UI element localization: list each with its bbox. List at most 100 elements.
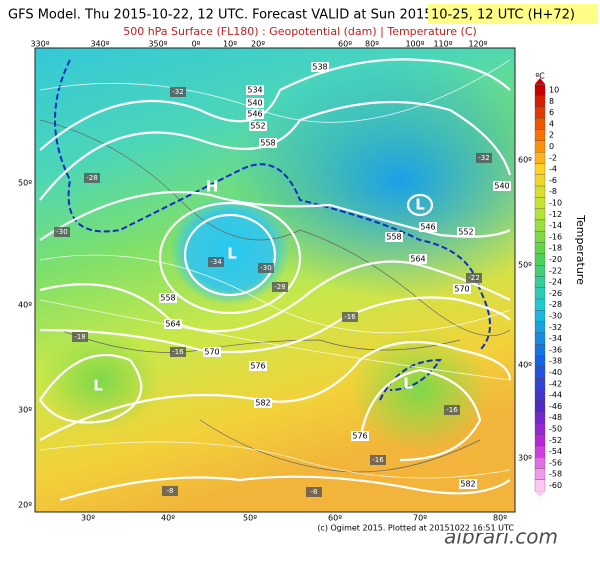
temperature-label-bg bbox=[466, 273, 482, 283]
contour-label-bg bbox=[249, 121, 267, 131]
map-frame bbox=[34, 47, 516, 513]
lon-label: 120º bbox=[468, 40, 487, 49]
lon-label: 50º bbox=[243, 514, 257, 523]
colorbar-label: 2 bbox=[549, 131, 554, 140]
contour-label-bg bbox=[419, 222, 437, 232]
contour-label: 538 bbox=[312, 63, 327, 72]
contour-label-bg bbox=[385, 232, 403, 242]
lat-label: 60º bbox=[518, 156, 532, 165]
colorbar-cell bbox=[534, 219, 546, 232]
colorbar-label: -6 bbox=[549, 176, 557, 185]
colorbar-label: -42 bbox=[549, 379, 562, 388]
colorbar-cell bbox=[534, 253, 546, 266]
colorbar-cell bbox=[534, 321, 546, 334]
colorbar-cell bbox=[534, 423, 546, 435]
contour-label: 582 bbox=[460, 480, 475, 489]
colorbar-cell bbox=[534, 298, 546, 311]
colorbar-cell bbox=[534, 468, 546, 480]
pressure-center: L bbox=[227, 245, 237, 263]
temperature-label-bg bbox=[370, 455, 386, 465]
colorbar-cell bbox=[534, 287, 546, 300]
colorbar-label: 4 bbox=[549, 119, 554, 128]
credit-bg bbox=[312, 522, 516, 533]
lon-label: 60º bbox=[338, 40, 352, 49]
colorbar-arrow bbox=[535, 78, 545, 84]
title: GFS Model. Thu 2015-10-22, 12 UTC. Forec… bbox=[8, 8, 438, 23]
colorbar-label: -24 bbox=[549, 278, 562, 287]
temperature-label: -16 bbox=[172, 348, 184, 356]
colorbar-cell bbox=[534, 151, 546, 164]
colorbar-label: -8 bbox=[549, 187, 557, 196]
contour-label-bg bbox=[159, 293, 177, 303]
temperature-label-bg bbox=[162, 486, 178, 496]
colorbar-cell bbox=[534, 163, 546, 175]
colorbar-label: -4 bbox=[549, 165, 557, 174]
lon-label: 100º bbox=[405, 40, 424, 49]
colorbar-label: -38 bbox=[549, 357, 562, 366]
temperature-label-bg bbox=[208, 257, 224, 267]
colorbar-label: -60 bbox=[549, 481, 562, 490]
colorbar-label: 0 bbox=[549, 142, 554, 151]
lat-label: 50º bbox=[518, 261, 532, 270]
contour-label: 540 bbox=[247, 99, 262, 108]
temperature-label-bg bbox=[54, 227, 70, 237]
lon-label: 30º bbox=[81, 514, 95, 523]
temperature-label-bg bbox=[170, 347, 186, 357]
colorbar-cell bbox=[534, 197, 546, 209]
temperature-label: -34 bbox=[210, 258, 222, 266]
colorbar-label: -32 bbox=[549, 323, 562, 332]
contour-label: 564 bbox=[410, 255, 425, 264]
contour-label: 570 bbox=[204, 348, 219, 357]
temperature-label-bg bbox=[306, 487, 322, 497]
pressure-center: H bbox=[206, 178, 219, 196]
contour-label-bg bbox=[246, 109, 264, 119]
colorbar-cell bbox=[534, 106, 546, 119]
colorbar-cell bbox=[534, 231, 546, 243]
temperature-label: -16 bbox=[372, 456, 384, 464]
lat-label: 50º bbox=[18, 179, 32, 188]
colorbar-cell bbox=[534, 366, 546, 379]
colorbar-label: -40 bbox=[549, 368, 562, 377]
colorbar-label: -50 bbox=[549, 425, 562, 434]
colorbar-label: -20 bbox=[549, 255, 562, 264]
lat-label: 30º bbox=[18, 406, 32, 415]
colorbar-label: -28 bbox=[549, 300, 562, 309]
credit: (c) Ogimet 2015. Plotted at 20151022 16:… bbox=[317, 524, 514, 533]
lat-label: 40º bbox=[518, 361, 532, 370]
lon-label: 340º bbox=[90, 40, 109, 49]
colorbar-cell bbox=[534, 129, 546, 142]
colorbar-label: -30 bbox=[549, 312, 562, 321]
temperature-label: -28 bbox=[86, 174, 97, 182]
temperature-label: -30 bbox=[56, 228, 67, 236]
contour-label: 552 bbox=[458, 228, 473, 237]
colorbar-cell bbox=[534, 84, 546, 96]
colorbar-label: -16 bbox=[549, 232, 562, 241]
contour-label-bg bbox=[164, 319, 182, 329]
colorbar-label: -54 bbox=[549, 447, 562, 456]
temperature-label-bg bbox=[342, 312, 358, 322]
colorbar-cell bbox=[534, 457, 546, 469]
colorbar-label: -22 bbox=[549, 266, 562, 275]
temperature-label: -22 bbox=[468, 274, 479, 282]
lon-label: 80º bbox=[493, 514, 507, 523]
lat-label: 40º bbox=[18, 301, 32, 310]
lon-label: 40º bbox=[161, 514, 175, 523]
colorbar-label: -34 bbox=[549, 334, 562, 343]
colorbar-cell bbox=[534, 140, 546, 153]
lon-label: 70º bbox=[413, 514, 427, 523]
lon-label: 80º bbox=[365, 40, 379, 49]
map-field bbox=[35, 48, 515, 512]
colorbar-label: -14 bbox=[549, 221, 562, 230]
contour-label: 540 bbox=[494, 182, 509, 191]
contour-label-bg bbox=[459, 479, 477, 489]
colorbar-cell bbox=[534, 479, 546, 492]
temperature-label-bg bbox=[72, 332, 88, 342]
contour-label-bg bbox=[203, 347, 221, 357]
contour-label: 546 bbox=[420, 223, 435, 232]
colorbar-cell bbox=[534, 434, 546, 447]
contour-label: 558 bbox=[386, 233, 401, 242]
temperature-label: -8 bbox=[167, 487, 174, 495]
lat-label: 30º bbox=[518, 454, 532, 463]
temperature-label-bg bbox=[476, 153, 492, 163]
contour-label-bg bbox=[409, 254, 427, 264]
